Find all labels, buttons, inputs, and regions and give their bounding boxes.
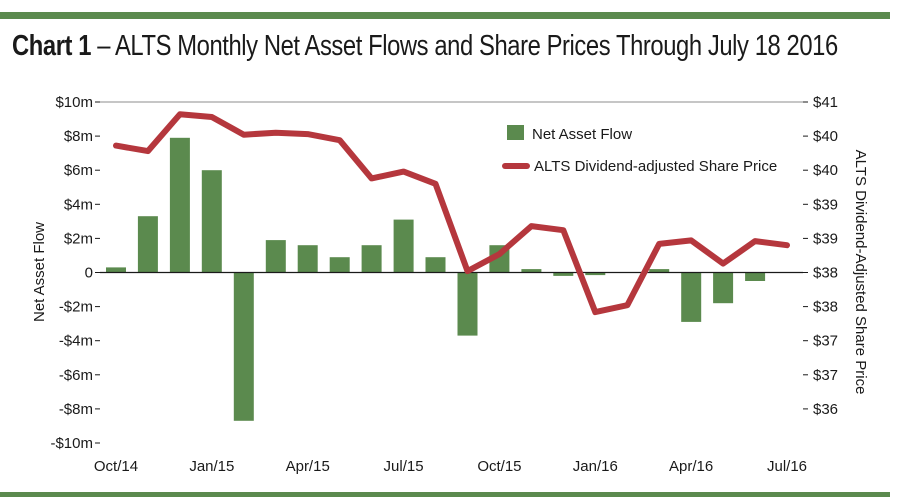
bar-nov-14 [137, 216, 158, 273]
bar-jan-16 [585, 272, 606, 276]
bar-apr-15 [297, 245, 318, 273]
bar-jan-15 [201, 170, 222, 273]
left-tick-label: -$8m [59, 401, 93, 418]
bar-nov-15 [521, 269, 542, 273]
right-tick-label: $36 [813, 401, 838, 418]
chart-title: Chart 1 – ALTS Monthly Net Asset Flows a… [12, 30, 838, 63]
reference-lines [100, 101, 803, 274]
right-tick-label: $40 [813, 128, 838, 145]
x-tick-label: Jul/16 [767, 458, 807, 475]
x-axis: Oct/14 Jan/15 Apr/15 Jul/15 Oct/15 Jan/16 Apr/… [94, 458, 807, 475]
bottom-rule [0, 492, 890, 497]
bar-dec-15 [553, 272, 574, 276]
right-tick-label: $39 [813, 230, 838, 247]
right-tick-label: $40 [813, 162, 838, 179]
left-tick-label: -$2m [59, 299, 93, 316]
left-tick-label: $2m [64, 230, 93, 247]
share-price-line [113, 111, 790, 316]
x-tick-label: Oct/14 [94, 458, 138, 475]
x-tick-label: Jul/15 [384, 458, 424, 475]
right-tick-label: $39 [813, 196, 838, 213]
right-tick-label: $38 [813, 265, 838, 282]
x-tick-label: Oct/15 [477, 458, 521, 475]
x-tick-label: Apr/15 [286, 458, 330, 475]
x-tick-label: Jan/16 [573, 458, 618, 475]
bar-may-15 [329, 257, 350, 273]
line-series [113, 111, 790, 316]
bar-oct-14 [106, 267, 126, 273]
legend: Net Asset Flow ALTS Dividend-adjusted Sh… [502, 125, 777, 175]
bar-mar-16 [649, 269, 670, 273]
left-tick-label: $4m [64, 196, 93, 213]
bar-feb-15 [233, 272, 254, 421]
bar-mar-15 [265, 240, 286, 273]
chart-title-dash: – [91, 30, 115, 62]
chart-title-lead: Chart 1 [12, 30, 92, 62]
x-tick-label: Apr/16 [669, 458, 713, 475]
chart-title-text: ALTS Monthly Net Asset Flows and Share P… [114, 30, 838, 62]
left-tick-label: 0 [85, 265, 93, 282]
bar-jun-15 [361, 245, 382, 273]
left-axis: $10m $8m $6m $4m $2m 0 -$2m -$4m -$6m -$8m -$10m [50, 94, 100, 452]
left-axis-title: Net Asset Flow [31, 222, 48, 322]
bar-jun-16 [745, 272, 766, 281]
x-tick-label: Jan/15 [189, 458, 234, 475]
right-axis: $41 $40 $40 $39 $39 $38 $38 $37 $37 $36 [803, 94, 838, 418]
bar-series [106, 137, 766, 421]
left-tick-label: -$4m [59, 333, 93, 350]
right-axis-title: ALTS Dividend-Adjusted Share Price [852, 150, 869, 395]
bar-sep-15 [457, 272, 478, 336]
left-tick-label: -$10m [50, 435, 93, 452]
bar-may-16 [713, 272, 734, 304]
legend-bar-label: Net Asset Flow [532, 126, 632, 143]
right-tick-label: $38 [813, 299, 838, 316]
bar-apr-16 [681, 272, 702, 322]
right-tick-label: $37 [813, 333, 838, 350]
bar-aug-15 [425, 257, 446, 273]
bar-jul-15 [393, 219, 414, 273]
left-tick-label: $6m [64, 162, 93, 179]
right-tick-label: $37 [813, 367, 838, 384]
right-tick-label: $41 [813, 94, 838, 111]
left-tick-label: $10m [55, 94, 93, 111]
legend-bar-swatch [507, 125, 524, 140]
left-tick-label: $8m [64, 128, 93, 145]
left-tick-label: -$6m [59, 367, 93, 384]
legend-line-label: ALTS Dividend-adjusted Share Price [534, 158, 777, 175]
top-rule [0, 12, 890, 19]
bar-dec-14 [169, 137, 190, 273]
